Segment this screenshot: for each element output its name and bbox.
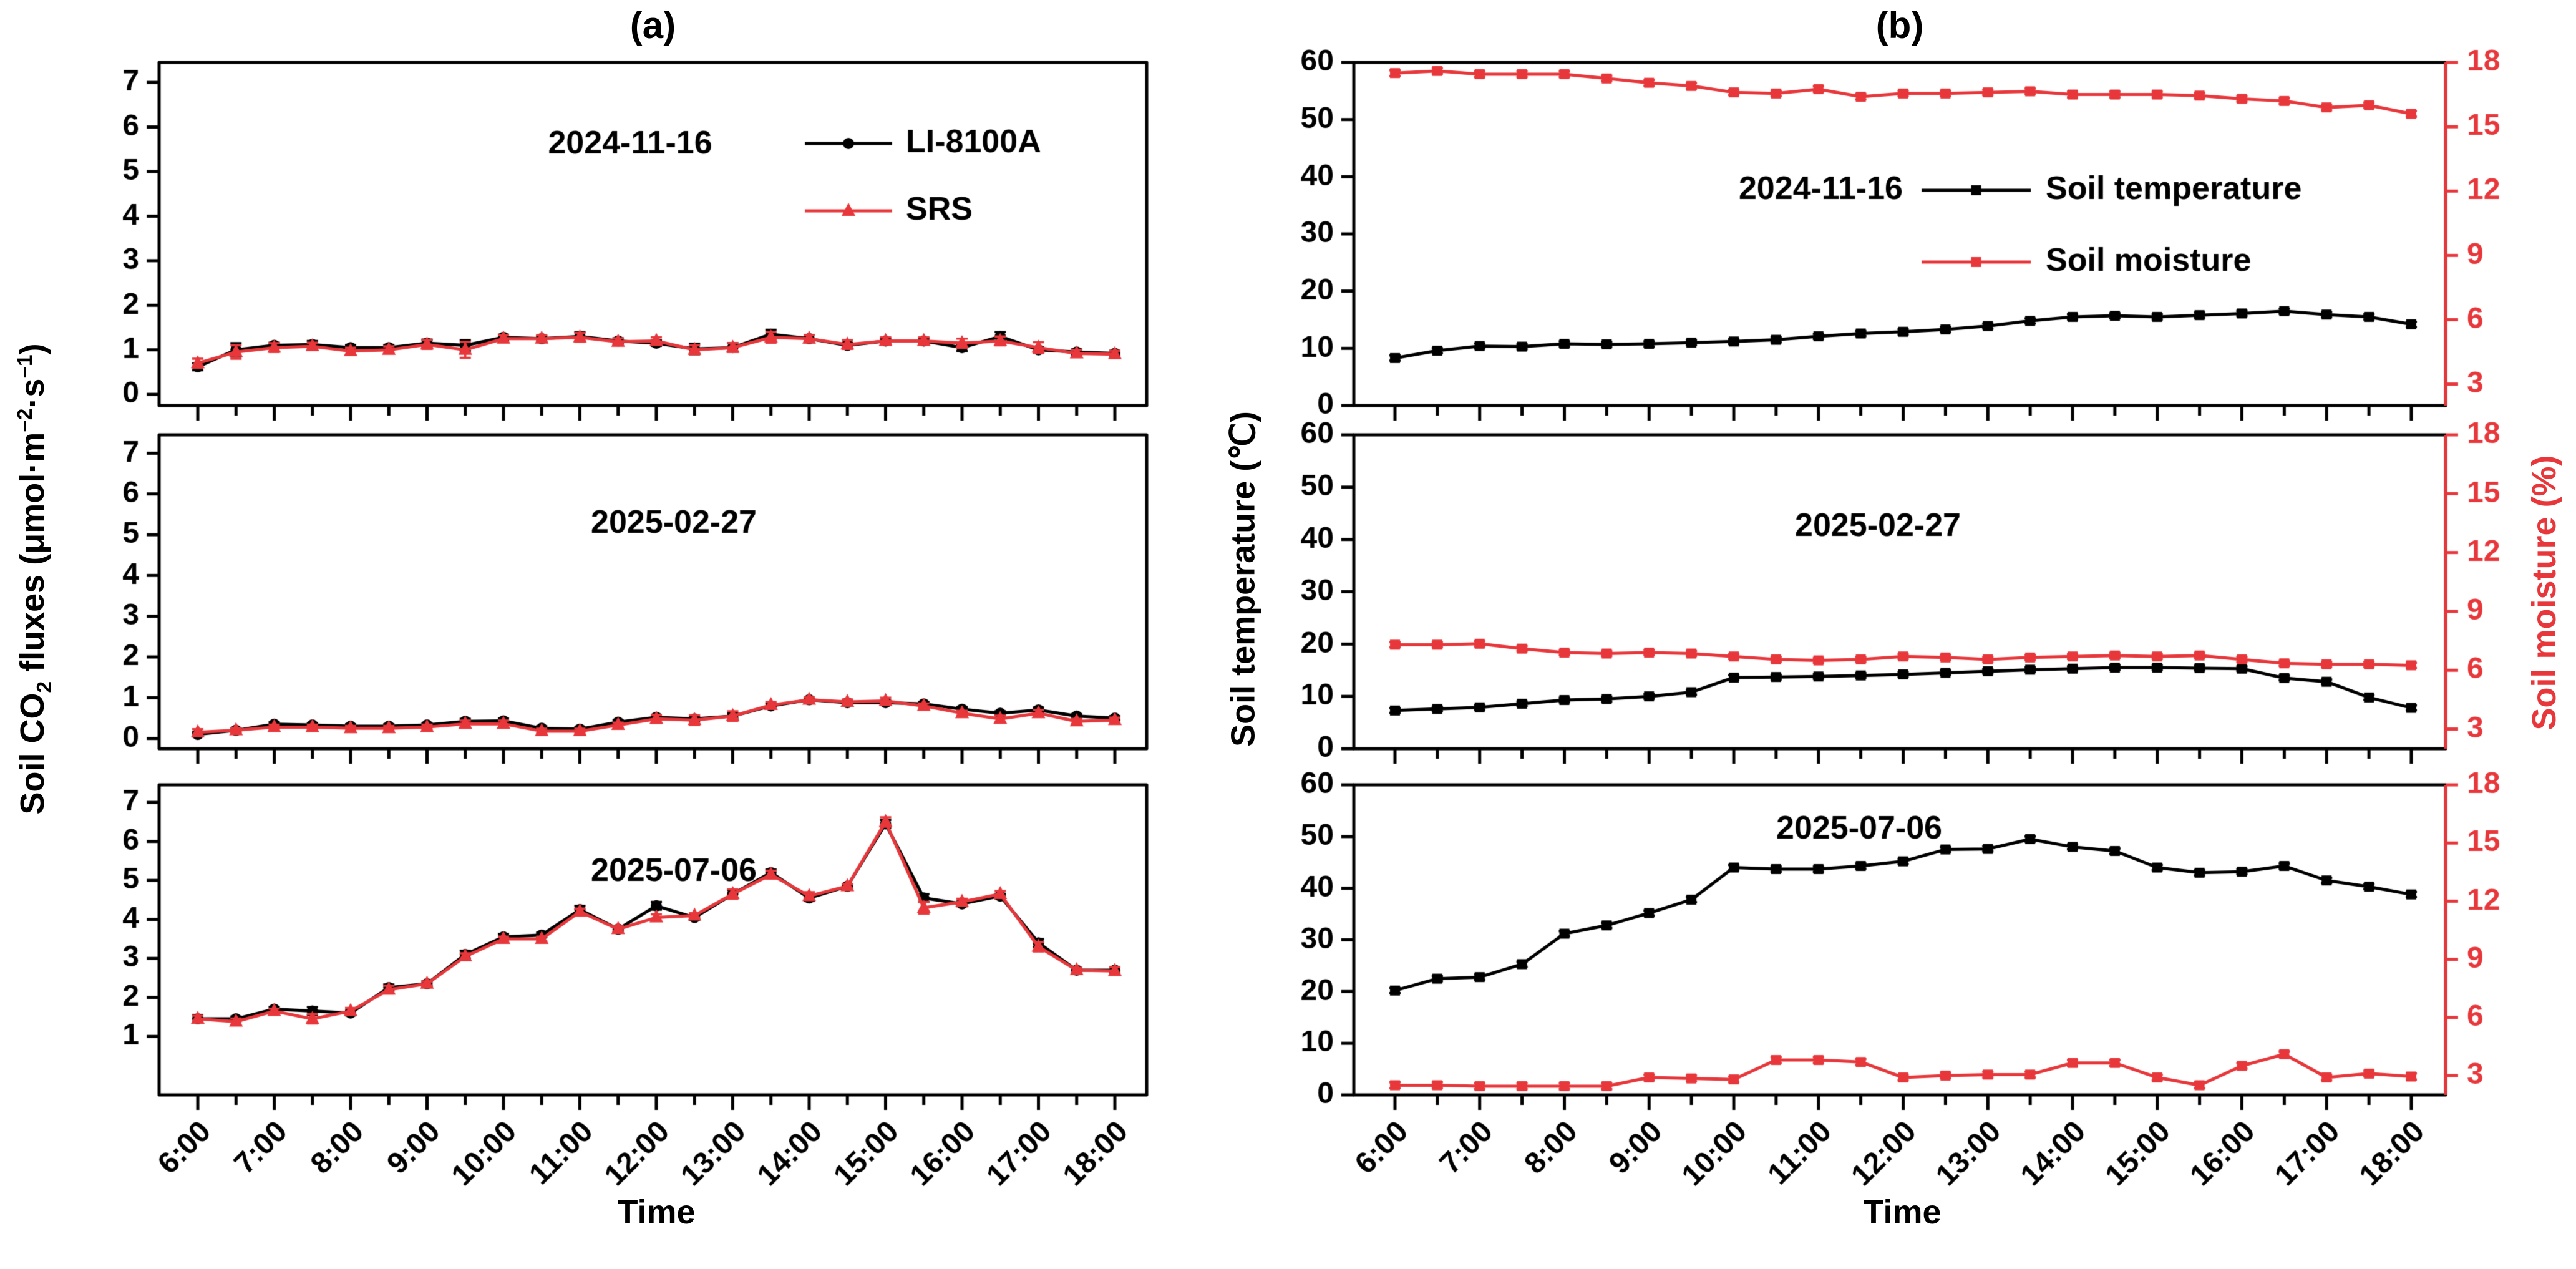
x-axis-label-time-b: Time bbox=[1863, 1194, 1942, 1231]
panel-a-charts bbox=[0, 0, 1288, 1269]
panel-b-charts bbox=[1288, 0, 2576, 1269]
x-axis-label-time-a: Time bbox=[617, 1194, 696, 1231]
y-axis-label-co2-fluxes: Soil CO2 fluxes (μmol·m−2·s−1) bbox=[14, 343, 56, 815]
panel-a-letter: (a) bbox=[629, 4, 676, 46]
panel-b-letter: (b) bbox=[1875, 4, 1924, 46]
y-axis-label-soil-moisture: Soil moisture (%) bbox=[2525, 455, 2563, 731]
y-axis-label-soil-temperature: Soil temperature (℃) bbox=[1224, 411, 1262, 747]
